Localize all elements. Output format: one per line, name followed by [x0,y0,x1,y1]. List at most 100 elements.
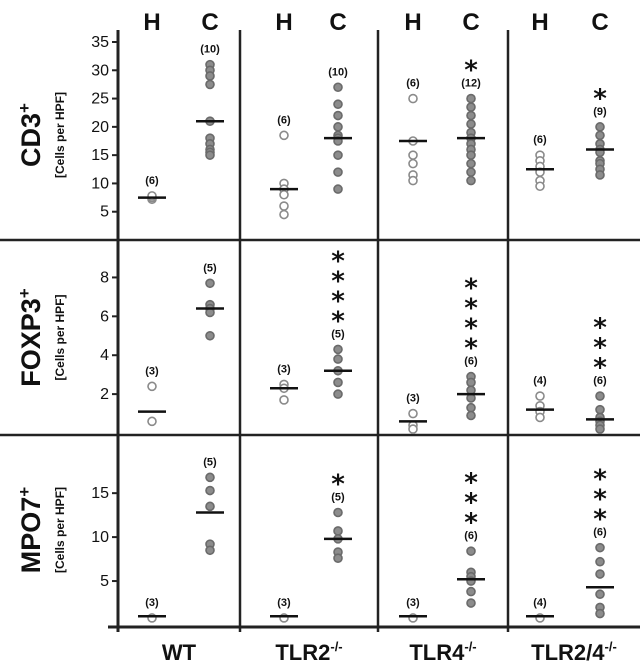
sample-size-label: (4) [533,597,547,609]
group-label: WT [162,640,197,665]
group-label-superscript: -/- [330,639,342,654]
data-point [333,82,343,93]
significance-star: * [331,469,345,499]
data-point [595,542,605,553]
column-header-c: C [201,9,218,36]
panel-unit-label: [Cells per HPF] [53,294,67,380]
column-header-c: C [329,9,346,36]
panel-label-superscript: + [15,103,34,113]
sample-size-label: (3) [145,597,159,609]
y-tick-label: 6 [100,308,109,325]
data-point [466,175,476,186]
data-point [466,402,476,413]
data-point [466,102,476,112]
data-point [408,424,418,434]
data-point [333,184,343,194]
data-point [408,150,418,160]
significance-star: * [464,488,478,518]
data-point [205,545,215,556]
data-point [595,556,605,567]
data-point [205,472,215,483]
data-point [466,377,476,388]
y-tick-label: 5 [100,204,109,221]
group-label: TLR4-/- [409,639,476,665]
sample-size-label: (3) [145,365,159,377]
data-point [333,344,343,355]
data-point [466,150,476,160]
column-header-c: C [591,9,608,36]
panel-label: CD3+ [15,103,46,167]
data-point [466,158,476,169]
y-tick-label: 4 [100,347,109,364]
significance-star: * [464,334,478,364]
sample-size-label: (3) [406,597,420,609]
significance-star: * [464,294,478,324]
sample-size-label: (6) [145,175,159,187]
data-point [279,209,289,220]
data-point [595,569,605,579]
panel-label: MPO7+ [15,487,46,574]
sample-size-label: (6) [533,134,547,146]
significance-star: * [331,266,345,296]
data-point [333,354,343,364]
data-point [205,501,215,512]
y-tick-label: 10 [91,175,109,192]
data-point [408,93,418,104]
data-point [408,408,418,419]
data-point [595,130,605,141]
data-point [333,526,343,536]
sample-size-label: (3) [277,363,291,375]
figure-labels: H C H C H C H CWT TLR2-/- TLR4-/- TLR2/4-/-5101520… [15,9,617,665]
panel-label-superscript: + [15,288,34,298]
column-header-h: H [531,9,548,36]
group-label-name: TLR4 [409,640,465,665]
panel-unit-label: [Cells per HPF] [53,92,67,178]
significance-star: * [331,246,345,276]
data-point [535,391,545,401]
sample-size-label: (5) [331,491,345,503]
data-point [205,485,215,496]
y-tick-label: 2 [100,386,109,403]
data-point [205,71,215,81]
data-point [333,389,343,399]
y-tick-label: 5 [100,573,109,590]
significance-star: * [593,505,607,535]
data-point [333,122,343,132]
data-point [279,189,289,200]
group-label-name: TLR2/4 [531,640,605,665]
sample-size-label: (6) [464,530,478,542]
data-point [466,119,476,129]
sample-size-label: (6) [464,356,478,368]
sample-size-label: (3) [406,393,420,405]
column-header-h: H [143,9,160,36]
data-marks: (6)(10)(6)(10)(6) (12)*(6)(9)*(3)(5)(3)(5… [138,44,614,623]
data-point [535,181,545,192]
data-point [595,391,605,401]
data-point [333,167,343,177]
significance-star: * [464,274,478,304]
data-point [595,608,605,619]
y-tick-label: 20 [91,119,109,136]
data-point [466,410,476,421]
significance-star: * [331,306,345,336]
sample-size-label: (5) [203,456,217,468]
data-point [147,416,157,427]
data-point [466,598,476,608]
significance-star: * [464,508,478,538]
column-header-c: C [462,9,479,36]
significance-star: * [331,286,345,316]
sample-size-label: (10) [328,66,348,78]
sample-size-label: (12) [461,78,481,90]
sample-size-label: (5) [331,328,345,340]
sample-size-label: (4) [533,375,547,387]
data-point [333,553,343,564]
data-point [595,404,605,415]
panel-label-superscript: + [15,487,34,497]
data-point [408,158,418,169]
group-label-superscript: -/- [605,639,617,654]
y-tick-label: 35 [91,34,109,51]
column-header-h: H [404,9,421,36]
data-point [279,395,289,405]
sample-size-label: (6) [277,114,291,126]
